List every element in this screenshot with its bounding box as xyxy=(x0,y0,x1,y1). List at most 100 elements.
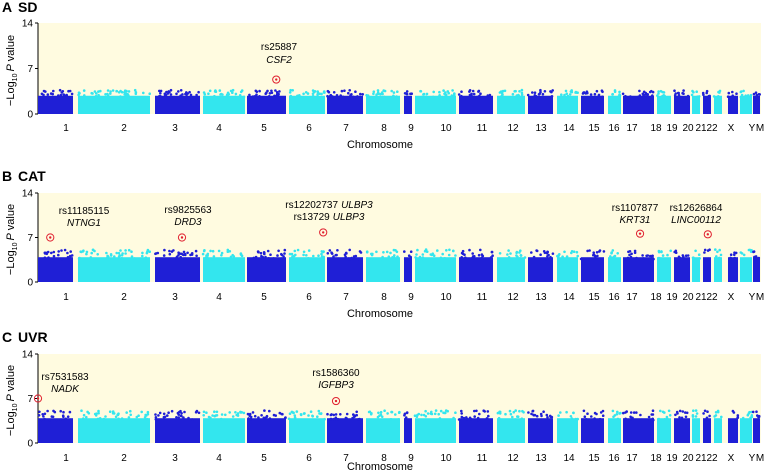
snp-point xyxy=(253,414,257,418)
y-label-p: P xyxy=(5,64,17,72)
snp-point xyxy=(651,413,655,416)
snp-point xyxy=(498,252,502,255)
snp-point xyxy=(129,409,132,413)
snp-point xyxy=(694,249,697,253)
snp-point xyxy=(169,88,173,92)
snp-point xyxy=(442,411,445,415)
snp-point xyxy=(533,413,537,417)
snp-point xyxy=(489,256,493,259)
snp-point xyxy=(253,95,256,99)
snp-point xyxy=(61,90,65,93)
chromosome-8-band xyxy=(366,257,400,282)
snp-point xyxy=(717,95,720,98)
snp-point xyxy=(344,416,348,420)
annotation-snp-rs1107877: rs1107877 xyxy=(612,203,659,214)
snp-point xyxy=(718,256,721,260)
annotation-gene: ULBP3 xyxy=(341,200,373,211)
snp-point xyxy=(332,255,335,258)
snp-point xyxy=(154,416,158,419)
chromosome-label-3: 3 xyxy=(172,292,178,303)
snp-point xyxy=(447,253,451,257)
snp-point xyxy=(657,417,661,421)
snp-point xyxy=(669,249,672,253)
snp-point xyxy=(225,95,228,98)
snp-point xyxy=(348,248,352,252)
snp-point xyxy=(564,89,568,93)
snp-point xyxy=(694,409,698,412)
snp-point xyxy=(158,89,161,93)
snp-point xyxy=(582,91,585,94)
highlight-point xyxy=(334,399,338,403)
snp-point xyxy=(708,94,711,98)
snp-point xyxy=(359,92,362,96)
snp-point xyxy=(114,415,118,419)
snp-point xyxy=(215,410,219,414)
chromosome-X-band xyxy=(728,95,738,114)
chromosome-20-band xyxy=(692,257,700,282)
snp-point xyxy=(514,409,517,412)
snp-point xyxy=(159,89,163,93)
snp-point xyxy=(508,409,512,413)
snp-point xyxy=(319,412,323,416)
chromosome-label-18: 18 xyxy=(650,453,662,464)
snp-point xyxy=(135,415,139,419)
snp-point xyxy=(393,254,396,257)
snp-point xyxy=(549,90,552,93)
snp-point xyxy=(598,250,601,253)
snp-point xyxy=(616,410,619,414)
snp-point xyxy=(740,90,743,93)
snp-point xyxy=(387,255,391,258)
snp-point xyxy=(265,415,268,419)
snp-point xyxy=(460,412,464,415)
chromosome-15-band xyxy=(581,95,604,114)
snp-point xyxy=(121,252,124,255)
snp-point xyxy=(293,416,297,419)
snp-point xyxy=(430,410,433,414)
annotation-gene-KRT31: KRT31 xyxy=(620,215,651,226)
snp-point xyxy=(742,89,745,93)
snp-point xyxy=(119,95,122,98)
snp-point xyxy=(340,89,344,93)
snp-point xyxy=(320,252,323,256)
snp-point xyxy=(220,251,224,255)
snp-point xyxy=(697,253,701,256)
snp-point xyxy=(268,409,271,413)
snp-point xyxy=(648,90,652,94)
snp-point xyxy=(133,257,136,260)
snp-point xyxy=(239,252,243,255)
snp-point xyxy=(125,411,128,414)
snp-point xyxy=(416,248,419,252)
snp-point xyxy=(651,94,654,97)
snp-point xyxy=(409,250,413,253)
chromosome-10-band xyxy=(415,257,456,282)
snp-point xyxy=(560,93,563,96)
highlight-point xyxy=(49,236,52,239)
snp-point xyxy=(566,94,570,98)
snp-point xyxy=(452,249,455,253)
snp-point xyxy=(234,411,237,414)
snp-point xyxy=(322,255,326,259)
snp-point xyxy=(501,93,504,96)
snp-point xyxy=(448,257,452,261)
snp-point xyxy=(733,253,736,256)
snp-point xyxy=(280,257,283,260)
snp-point xyxy=(246,412,250,416)
snp-point xyxy=(541,92,545,96)
snp-point xyxy=(305,254,308,257)
snp-point xyxy=(491,254,494,257)
snp-point xyxy=(195,254,198,258)
snp-point xyxy=(348,89,352,92)
snp-point xyxy=(170,409,174,413)
snp-point xyxy=(42,93,45,97)
highlight-circle xyxy=(331,396,341,406)
snp-point xyxy=(403,257,407,261)
snp-point xyxy=(50,415,54,418)
snp-point xyxy=(479,92,482,95)
chromosome-label-5: 5 xyxy=(261,292,267,303)
snp-point xyxy=(668,414,672,417)
snp-point xyxy=(339,413,342,416)
snp-point xyxy=(98,95,102,99)
snp-point xyxy=(179,409,182,413)
